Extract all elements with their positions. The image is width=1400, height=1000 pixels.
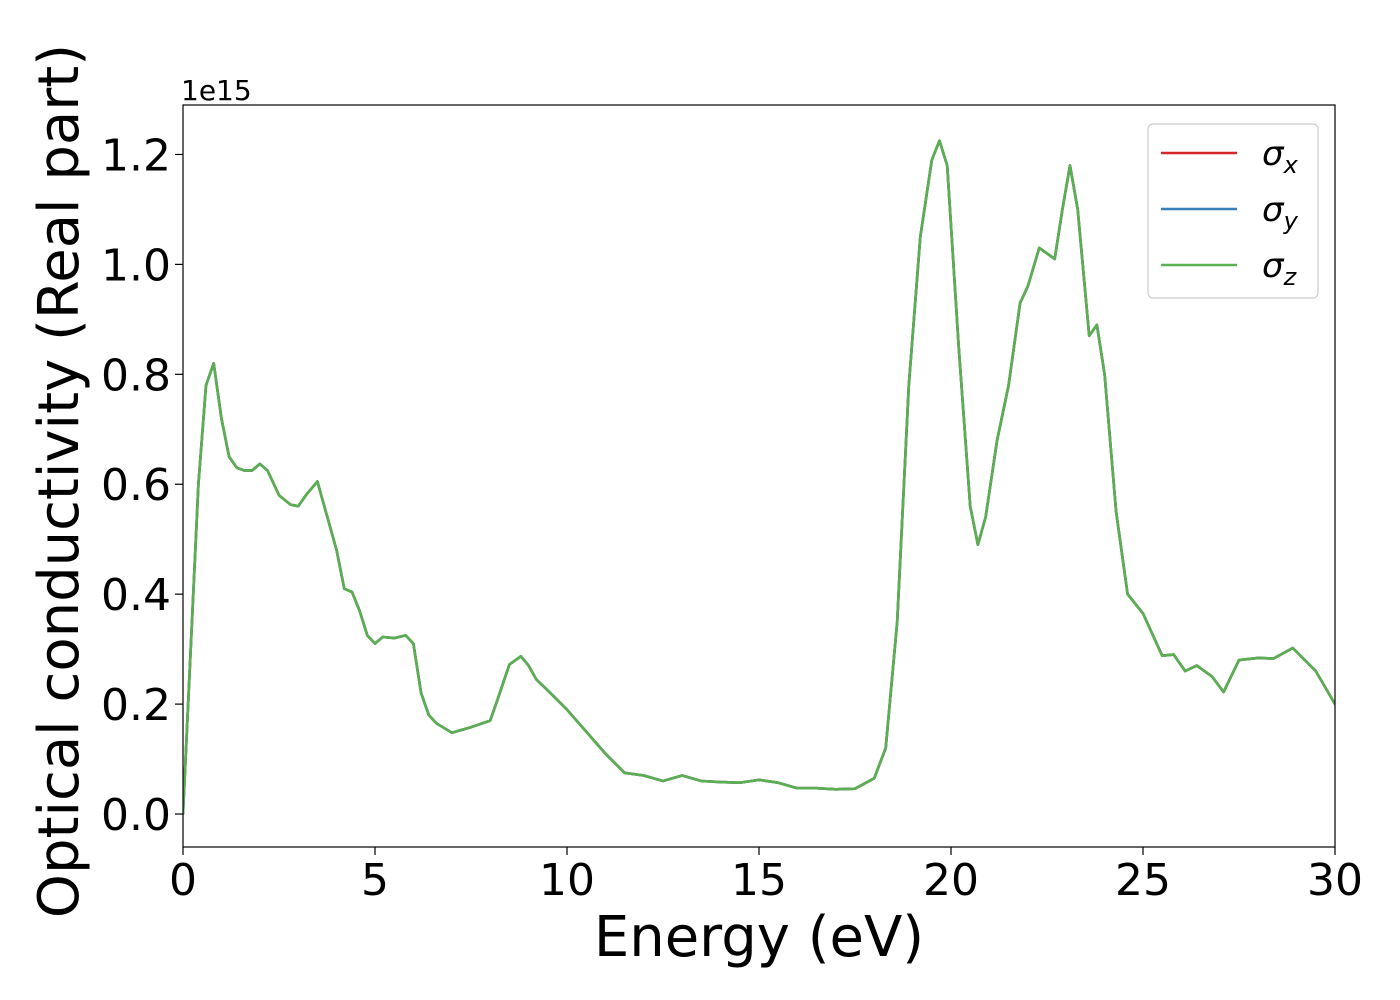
legend-label-z: σz [1262, 246, 1298, 291]
y-tick-label: 0.2 [101, 680, 171, 731]
x-tick-label: 0 [169, 855, 197, 906]
y-tick-label: 0.0 [101, 790, 171, 841]
x-axis: 0 5 10 15 20 25 30 [169, 847, 1363, 906]
y-tick-label: 0.4 [101, 570, 171, 621]
x-tick-label: 15 [731, 855, 787, 906]
series-line-z [183, 139, 1335, 816]
legend-box [1147, 123, 1319, 299]
x-tick-label: 5 [361, 855, 389, 906]
x-tick-label: 25 [1115, 855, 1171, 906]
y-offset-label: 1e15 [181, 74, 252, 107]
x-axis-title: Energy (eV) [594, 905, 924, 970]
legend-label-y: σy [1262, 190, 1299, 235]
y-tick-label: 1.0 [101, 240, 171, 291]
legend: σx σy σz [1147, 123, 1319, 299]
y-axis: 0.0 0.2 0.4 0.6 0.8 1.0 1.2 [101, 130, 183, 841]
y-axis-title: Optical conductivity (Real part) [27, 44, 92, 918]
series-layer [183, 139, 1335, 816]
x-tick-label: 20 [923, 855, 979, 906]
legend-label-x: σx [1262, 134, 1299, 179]
y-tick-label: 1.2 [101, 130, 171, 181]
y-tick-label: 0.8 [101, 350, 171, 401]
y-tick-label: 0.6 [101, 460, 171, 511]
x-tick-label: 30 [1307, 855, 1363, 906]
x-tick-label: 10 [539, 855, 595, 906]
